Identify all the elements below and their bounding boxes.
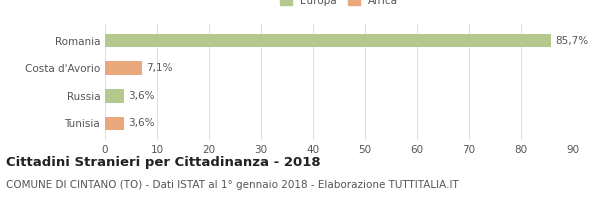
- Bar: [105, 117, 124, 130]
- Text: 3,6%: 3,6%: [128, 91, 154, 101]
- Bar: [105, 89, 124, 103]
- Bar: [105, 61, 142, 75]
- Text: 85,7%: 85,7%: [555, 36, 588, 46]
- Text: 3,6%: 3,6%: [128, 118, 154, 128]
- Text: Cittadini Stranieri per Cittadinanza - 2018: Cittadini Stranieri per Cittadinanza - 2…: [6, 156, 320, 169]
- Legend: Europa, Africa: Europa, Africa: [275, 0, 403, 10]
- Text: 7,1%: 7,1%: [146, 63, 173, 73]
- Text: COMUNE DI CINTANO (TO) - Dati ISTAT al 1° gennaio 2018 - Elaborazione TUTTITALIA: COMUNE DI CINTANO (TO) - Dati ISTAT al 1…: [6, 180, 459, 190]
- Bar: [105, 34, 551, 47]
